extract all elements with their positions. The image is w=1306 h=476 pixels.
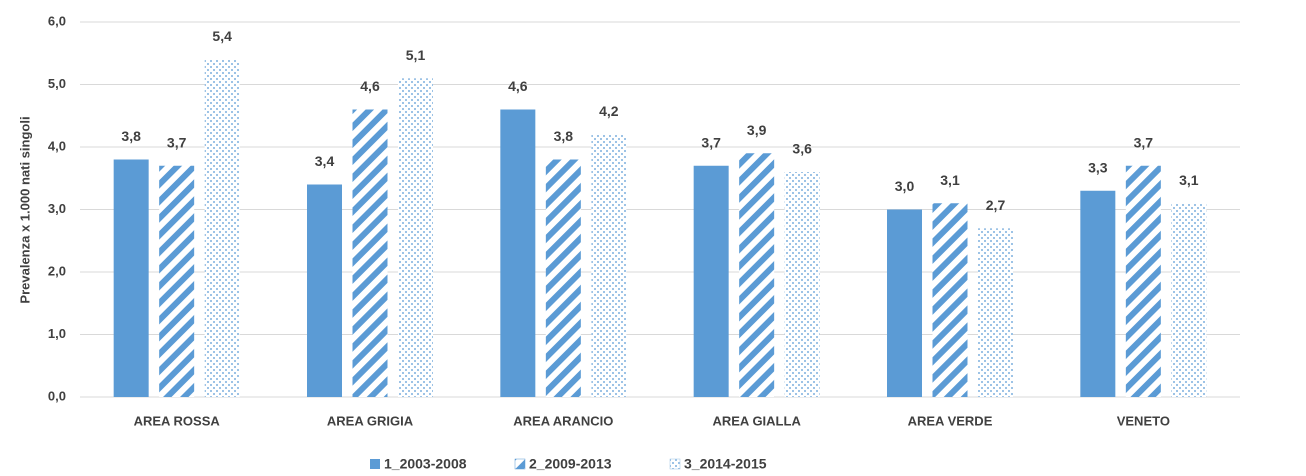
bar [159,165,195,397]
x-tick-label: AREA GIALLA [712,413,801,428]
bar [784,172,820,397]
y-axis-title: Prevalenza x 1.000 nati singoli [17,116,32,303]
y-tick-label: 3,0 [48,201,66,216]
bar [693,165,729,397]
bar [1171,203,1207,397]
bar [591,134,627,397]
value-label: 5,1 [406,47,426,63]
bar [545,159,581,397]
y-tick-label: 5,0 [48,76,66,91]
value-label: 4,6 [508,78,528,94]
value-label: 3,0 [895,178,915,194]
x-tick-label: AREA ARANCIO [513,413,613,428]
x-tick-label: AREA GRIGIA [327,413,414,428]
value-label: 4,6 [360,78,380,94]
value-label: 3,1 [940,172,960,188]
x-tick-label: VENETO [1117,413,1170,428]
legend-swatch [370,459,380,469]
bar [352,109,388,397]
x-tick-label: AREA ROSSA [134,413,221,428]
bar [1080,190,1116,397]
value-label: 3,8 [121,128,141,144]
bar [978,228,1013,397]
bar [500,109,536,397]
legend-label: 2_2009-2013 [529,456,612,472]
legend-swatch [669,458,681,470]
bar [113,159,149,397]
value-label: 4,2 [599,103,619,119]
value-label: 3,4 [315,153,335,169]
legend-label: 1_2003-2008 [384,456,467,472]
value-label: 3,7 [701,134,721,150]
y-tick-label: 1,0 [48,326,66,341]
bar [1125,165,1161,397]
value-label: 3,3 [1088,159,1108,175]
value-label: 3,1 [1179,172,1199,188]
bar [204,59,240,397]
bar [887,209,922,397]
y-tick-label: 6,0 [48,13,66,28]
bar [398,78,433,397]
bar [307,184,342,397]
y-tick-label: 2,0 [48,263,66,278]
value-label: 3,7 [1134,134,1154,150]
value-label: 3,9 [747,122,767,138]
value-label: 3,7 [167,134,187,150]
bar [932,203,968,397]
y-tick-label: 4,0 [48,138,66,153]
legend-label: 3_2014-2015 [684,456,767,472]
legend-swatch [514,458,526,470]
value-label: 5,4 [212,28,232,44]
value-label: 2,7 [986,197,1006,213]
bar [739,153,775,397]
value-label: 3,6 [792,141,812,157]
value-label: 3,8 [554,128,574,144]
y-tick-label: 0,0 [48,388,66,403]
x-tick-label: AREA VERDE [908,413,993,428]
